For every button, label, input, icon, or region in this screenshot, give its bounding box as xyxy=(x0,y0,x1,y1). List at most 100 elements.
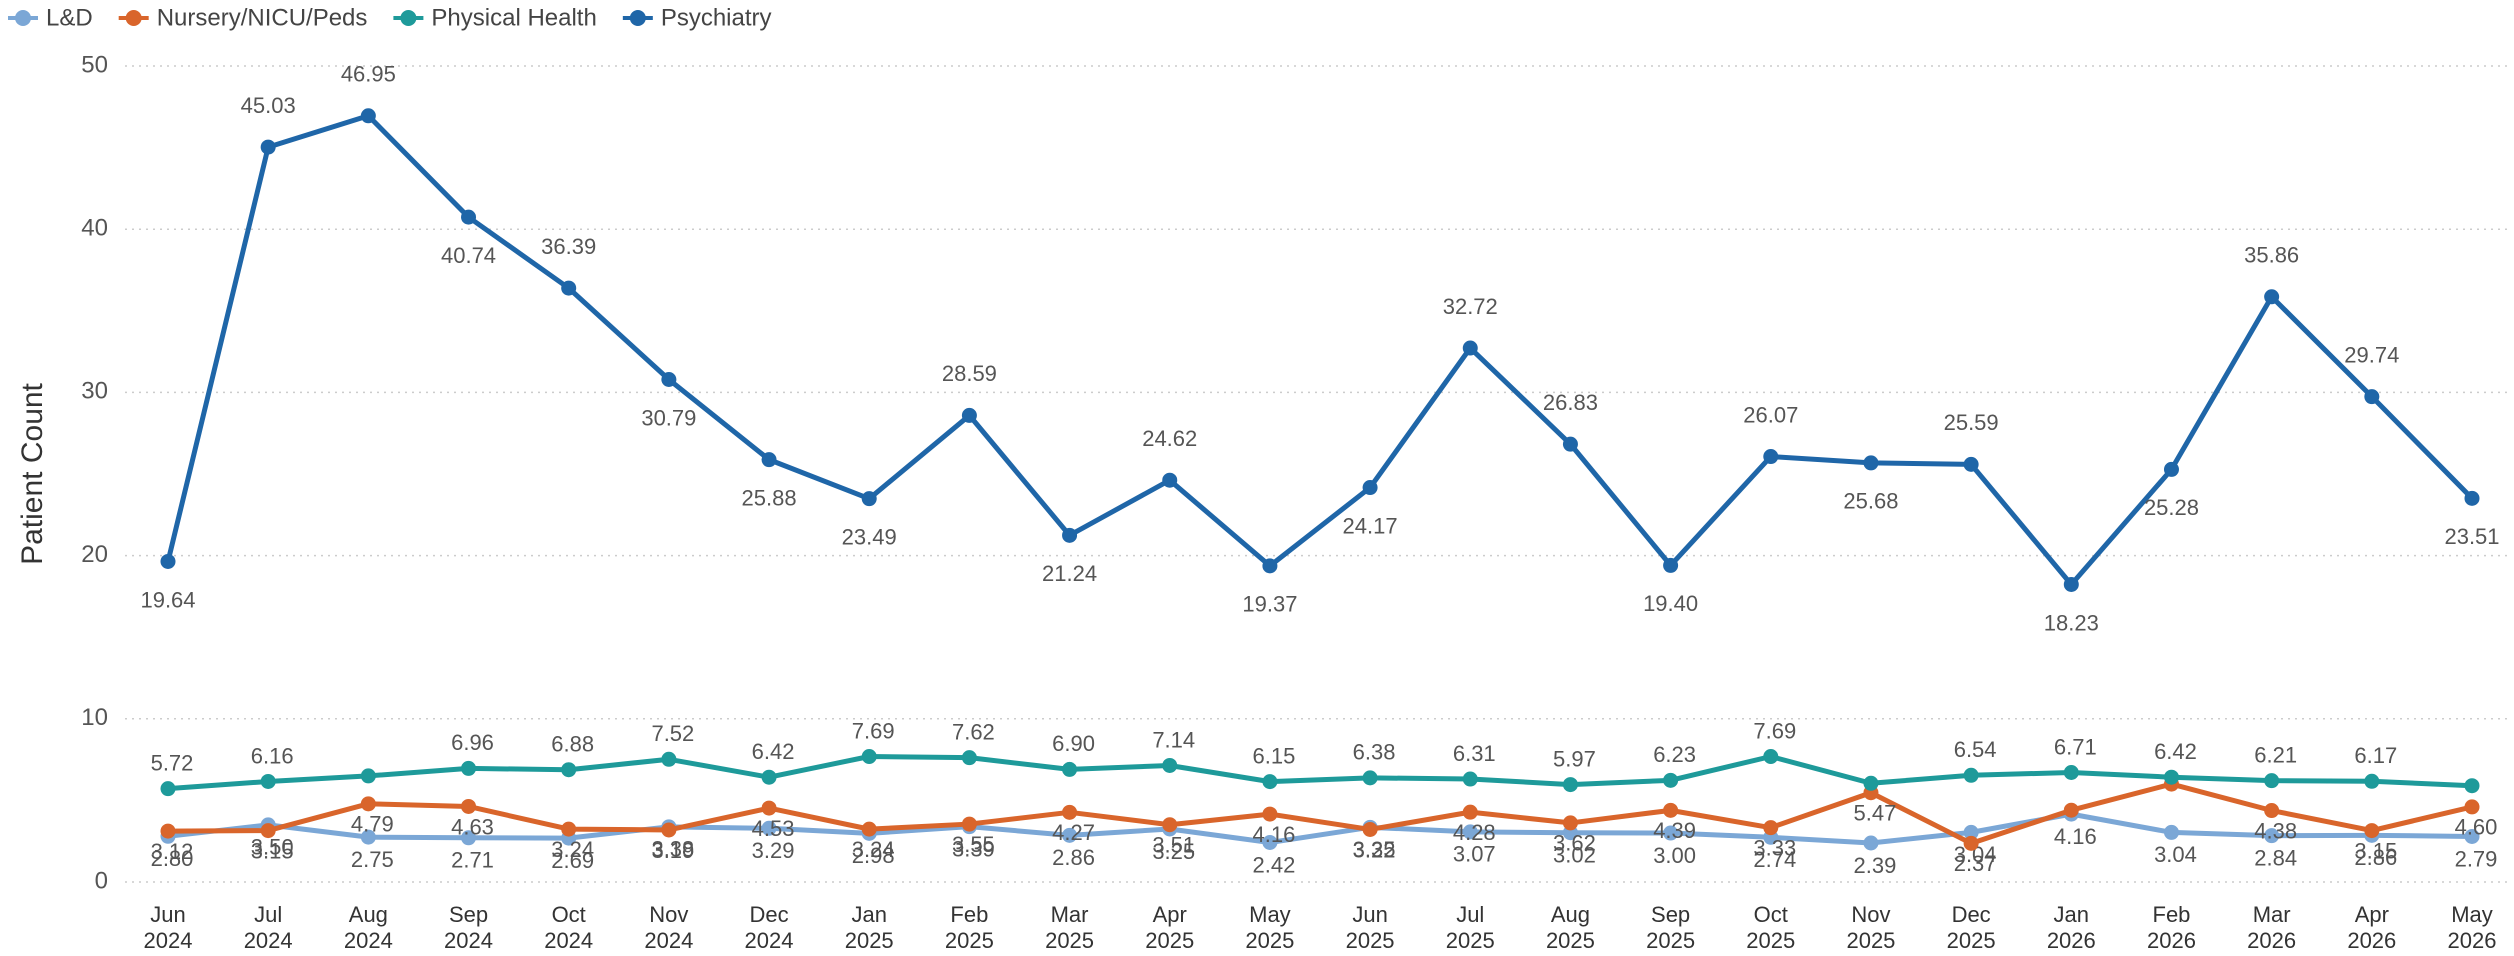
data-label: 3.55 xyxy=(952,832,995,857)
x-tick-label: Nov 2025 xyxy=(1846,902,1896,953)
data-point xyxy=(461,209,477,225)
data-label: 3.29 xyxy=(752,838,795,863)
data-label: 6.71 xyxy=(2054,734,2097,759)
data-point xyxy=(1863,775,1879,791)
data-point xyxy=(1362,821,1378,837)
y-tick-label: 40 xyxy=(81,215,108,242)
data-point xyxy=(961,750,977,766)
x-tick-label: May 2026 xyxy=(2447,902,2497,953)
data-point xyxy=(761,820,777,836)
data-label: 5.97 xyxy=(1553,746,1596,771)
data-label: 4.27 xyxy=(1052,820,1095,845)
data-point xyxy=(1262,558,1278,574)
x-tick-label: Feb 2026 xyxy=(2146,902,2196,953)
x-tick-label: Jul 2025 xyxy=(1445,902,1495,953)
data-point xyxy=(861,491,877,507)
data-label: 3.15 xyxy=(2354,838,2397,863)
y-tick-label: 0 xyxy=(95,867,108,894)
data-label: 36.39 xyxy=(541,234,596,259)
data-label: 6.54 xyxy=(1954,737,1997,762)
legend-marker xyxy=(15,10,31,26)
data-label: 35.86 xyxy=(2244,243,2299,268)
data-point xyxy=(360,768,376,784)
data-label: 4.60 xyxy=(2455,815,2498,840)
data-label: 40.74 xyxy=(441,243,496,268)
data-point xyxy=(761,800,777,816)
data-label: 2.80 xyxy=(151,846,194,871)
data-label: 23.51 xyxy=(2444,524,2499,549)
x-tick-label: Feb 2025 xyxy=(944,902,994,953)
data-label: 25.68 xyxy=(1843,489,1898,514)
x-tick-label: Oct 2025 xyxy=(1746,902,1796,953)
data-label: 4.79 xyxy=(351,812,394,837)
data-point xyxy=(961,816,977,832)
data-label: 3.38 xyxy=(651,837,694,862)
data-label: 6.17 xyxy=(2354,743,2397,768)
x-tick-label: Jun 2024 xyxy=(143,902,193,953)
data-label: 24.17 xyxy=(1343,513,1398,538)
data-point xyxy=(1362,770,1378,786)
data-point xyxy=(260,773,276,789)
data-point xyxy=(1462,771,1478,787)
x-tick-label: Mar 2025 xyxy=(1045,902,1095,953)
data-point xyxy=(661,372,677,388)
data-point xyxy=(1262,774,1278,790)
data-label: 25.59 xyxy=(1944,410,1999,435)
data-point xyxy=(561,762,577,778)
data-point xyxy=(1562,436,1578,452)
data-label: 6.23 xyxy=(1653,742,1696,767)
data-label: 3.51 xyxy=(1152,833,1195,858)
data-label: 6.42 xyxy=(2154,739,2197,764)
data-point xyxy=(461,830,477,846)
x-tick-label: Apr 2025 xyxy=(1145,902,1195,953)
data-point xyxy=(1562,815,1578,831)
data-point xyxy=(2264,773,2280,789)
data-label: 24.62 xyxy=(1142,426,1197,451)
series-line xyxy=(167,781,2473,846)
data-label: 3.07 xyxy=(1453,842,1496,867)
data-point xyxy=(2364,823,2380,839)
data-point xyxy=(360,829,376,845)
x-tick-label: Aug 2025 xyxy=(1545,902,1595,953)
series-line xyxy=(167,753,2473,792)
data-label: 2.86 xyxy=(1052,845,1095,870)
data-label: 7.62 xyxy=(952,719,995,744)
data-point xyxy=(2063,764,2079,780)
data-point xyxy=(1062,804,1078,820)
data-label: 2.39 xyxy=(1854,853,1897,878)
x-tick-label: May 2025 xyxy=(1245,902,1295,953)
data-point xyxy=(2163,769,2179,785)
data-label: 6.90 xyxy=(1052,731,1095,756)
data-label: 4.16 xyxy=(2054,824,2097,849)
data-point xyxy=(2063,576,2079,592)
data-label: 19.64 xyxy=(140,587,195,612)
data-point xyxy=(1462,824,1478,840)
data-point xyxy=(1663,802,1679,818)
data-point xyxy=(160,553,176,569)
x-tick-label: Nov 2024 xyxy=(644,902,694,953)
x-tick-label: Aug 2024 xyxy=(343,902,393,953)
data-label: 7.69 xyxy=(1753,718,1796,743)
data-point xyxy=(1763,820,1779,836)
data-point xyxy=(2364,389,2380,405)
data-point xyxy=(1162,757,1178,773)
data-point xyxy=(461,798,477,814)
data-point xyxy=(160,781,176,797)
data-label: 21.24 xyxy=(1042,561,1097,586)
data-point xyxy=(2264,803,2280,819)
data-point xyxy=(1863,835,1879,851)
data-point xyxy=(2464,490,2480,506)
y-tick-label: 50 xyxy=(81,51,108,78)
data-label: 3.35 xyxy=(1353,837,1396,862)
data-label: 6.31 xyxy=(1453,741,1496,766)
x-tick-label: Sep 2024 xyxy=(444,902,493,953)
data-point xyxy=(2163,824,2179,840)
data-label: 2.74 xyxy=(1753,847,1796,872)
data-point xyxy=(1062,527,1078,543)
data-label: 19.37 xyxy=(1242,592,1297,617)
data-label: 4.28 xyxy=(1453,820,1496,845)
x-tick-label: Jan 2025 xyxy=(844,902,894,953)
data-point xyxy=(861,748,877,764)
data-label: 3.19 xyxy=(651,838,694,863)
